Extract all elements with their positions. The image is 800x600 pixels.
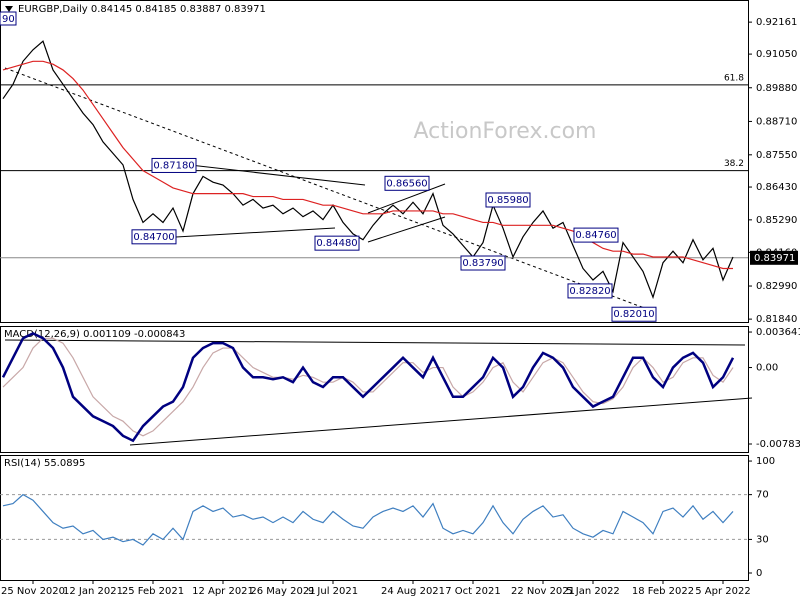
series-line [1,332,735,443]
annotation-label: 0.87180 [153,160,194,171]
series-line [2,60,733,270]
trendline [367,183,446,214]
y-tick-label: 0.85290 [756,215,797,226]
y-tick-label: 100 [756,456,775,467]
menu-icon [5,6,13,12]
x-tick-label: 12 Apr 2021 [192,586,254,597]
y-tick-label: 0.003641 [756,327,800,338]
annotation-box [151,157,197,173]
annotation-label: 0.84760 [575,230,616,241]
fib-label: 61.8 [724,73,744,83]
x-tick-label: 22 Nov 2021 [511,586,575,597]
annotation-box [611,306,657,322]
y-tick-label: 0.91050 [756,49,797,60]
price-frame [0,0,749,323]
fib-label: 38.2 [724,159,744,169]
annotation-label: 0.83790 [462,258,503,269]
y-tick-label: 0.89880 [756,83,797,94]
annotation-label: 0.85980 [487,195,528,206]
x-tick-label: 7 Oct 2021 [445,586,500,597]
annotation-box [460,255,506,271]
x-tick-label: 5 Jan 2022 [566,586,620,597]
y-tick-label: 0.86430 [756,182,797,193]
y-tick-label: 0.92161 [756,17,797,28]
annotation-label: 0.82820 [569,286,610,297]
x-tick-label: 9 Jul 2021 [308,586,358,597]
annotation-box [314,235,360,251]
trendline [4,339,746,346]
annotation-label: 0.82010 [613,309,654,320]
macd-frame [0,326,749,453]
annotation-box [384,175,430,191]
annotation-box [567,283,613,299]
trendline [367,216,446,243]
watermark: ActionForex.com [414,119,597,144]
x-tick-label: 25 Nov 2020 [1,586,65,597]
x-tick-label: 24 Aug 2021 [381,586,445,597]
annotation-label: 0.86560 [386,178,427,189]
annotation-label: 0.84700 [133,232,174,243]
series-line [2,493,734,546]
x-tick-label: 5 Apr 2022 [695,586,750,597]
y-tick-label: 70 [756,490,769,501]
macd-title: MACD(12,26,9) 0.001109 -0.000843 [4,329,185,340]
x-tick-label: 25 Feb 2021 [122,586,184,597]
x-tick-label: 12 Jan 2021 [63,586,123,597]
y-tick-label: 0.88710 [756,116,797,127]
annotation-box [485,192,531,208]
last-price-tag [750,250,798,265]
trendline [129,397,753,446]
y-tick-label: 30 [756,534,769,545]
annotation-box [573,227,619,243]
x-tick-label: 18 Feb 2022 [632,586,694,597]
annotation-label: 90 [2,14,15,25]
chart-title: EURGBP,Daily 0.84145 0.84185 0.83887 0.8… [18,4,266,15]
trendline [189,164,366,186]
last-price-label: 0.83971 [754,253,795,264]
trendline [4,67,656,313]
x-tick-label: 26 May 2021 [250,586,315,597]
rsi-frame [0,455,749,581]
y-tick-label: 0.82990 [756,281,797,292]
y-tick-label: 0.87550 [756,150,797,161]
annotation-box [131,229,177,245]
y-tick-label: 0 [756,568,762,579]
rsi-title: RSI(14) 55.0895 [4,458,85,469]
y-tick-label: 0.00 [756,363,778,374]
y-tick-label: -0.007839 [756,439,800,450]
annotation-box [0,11,17,26]
annotation-label: 0.84480 [316,238,357,249]
trendline [175,227,336,238]
y-tick-label: 0.81840 [756,314,797,325]
